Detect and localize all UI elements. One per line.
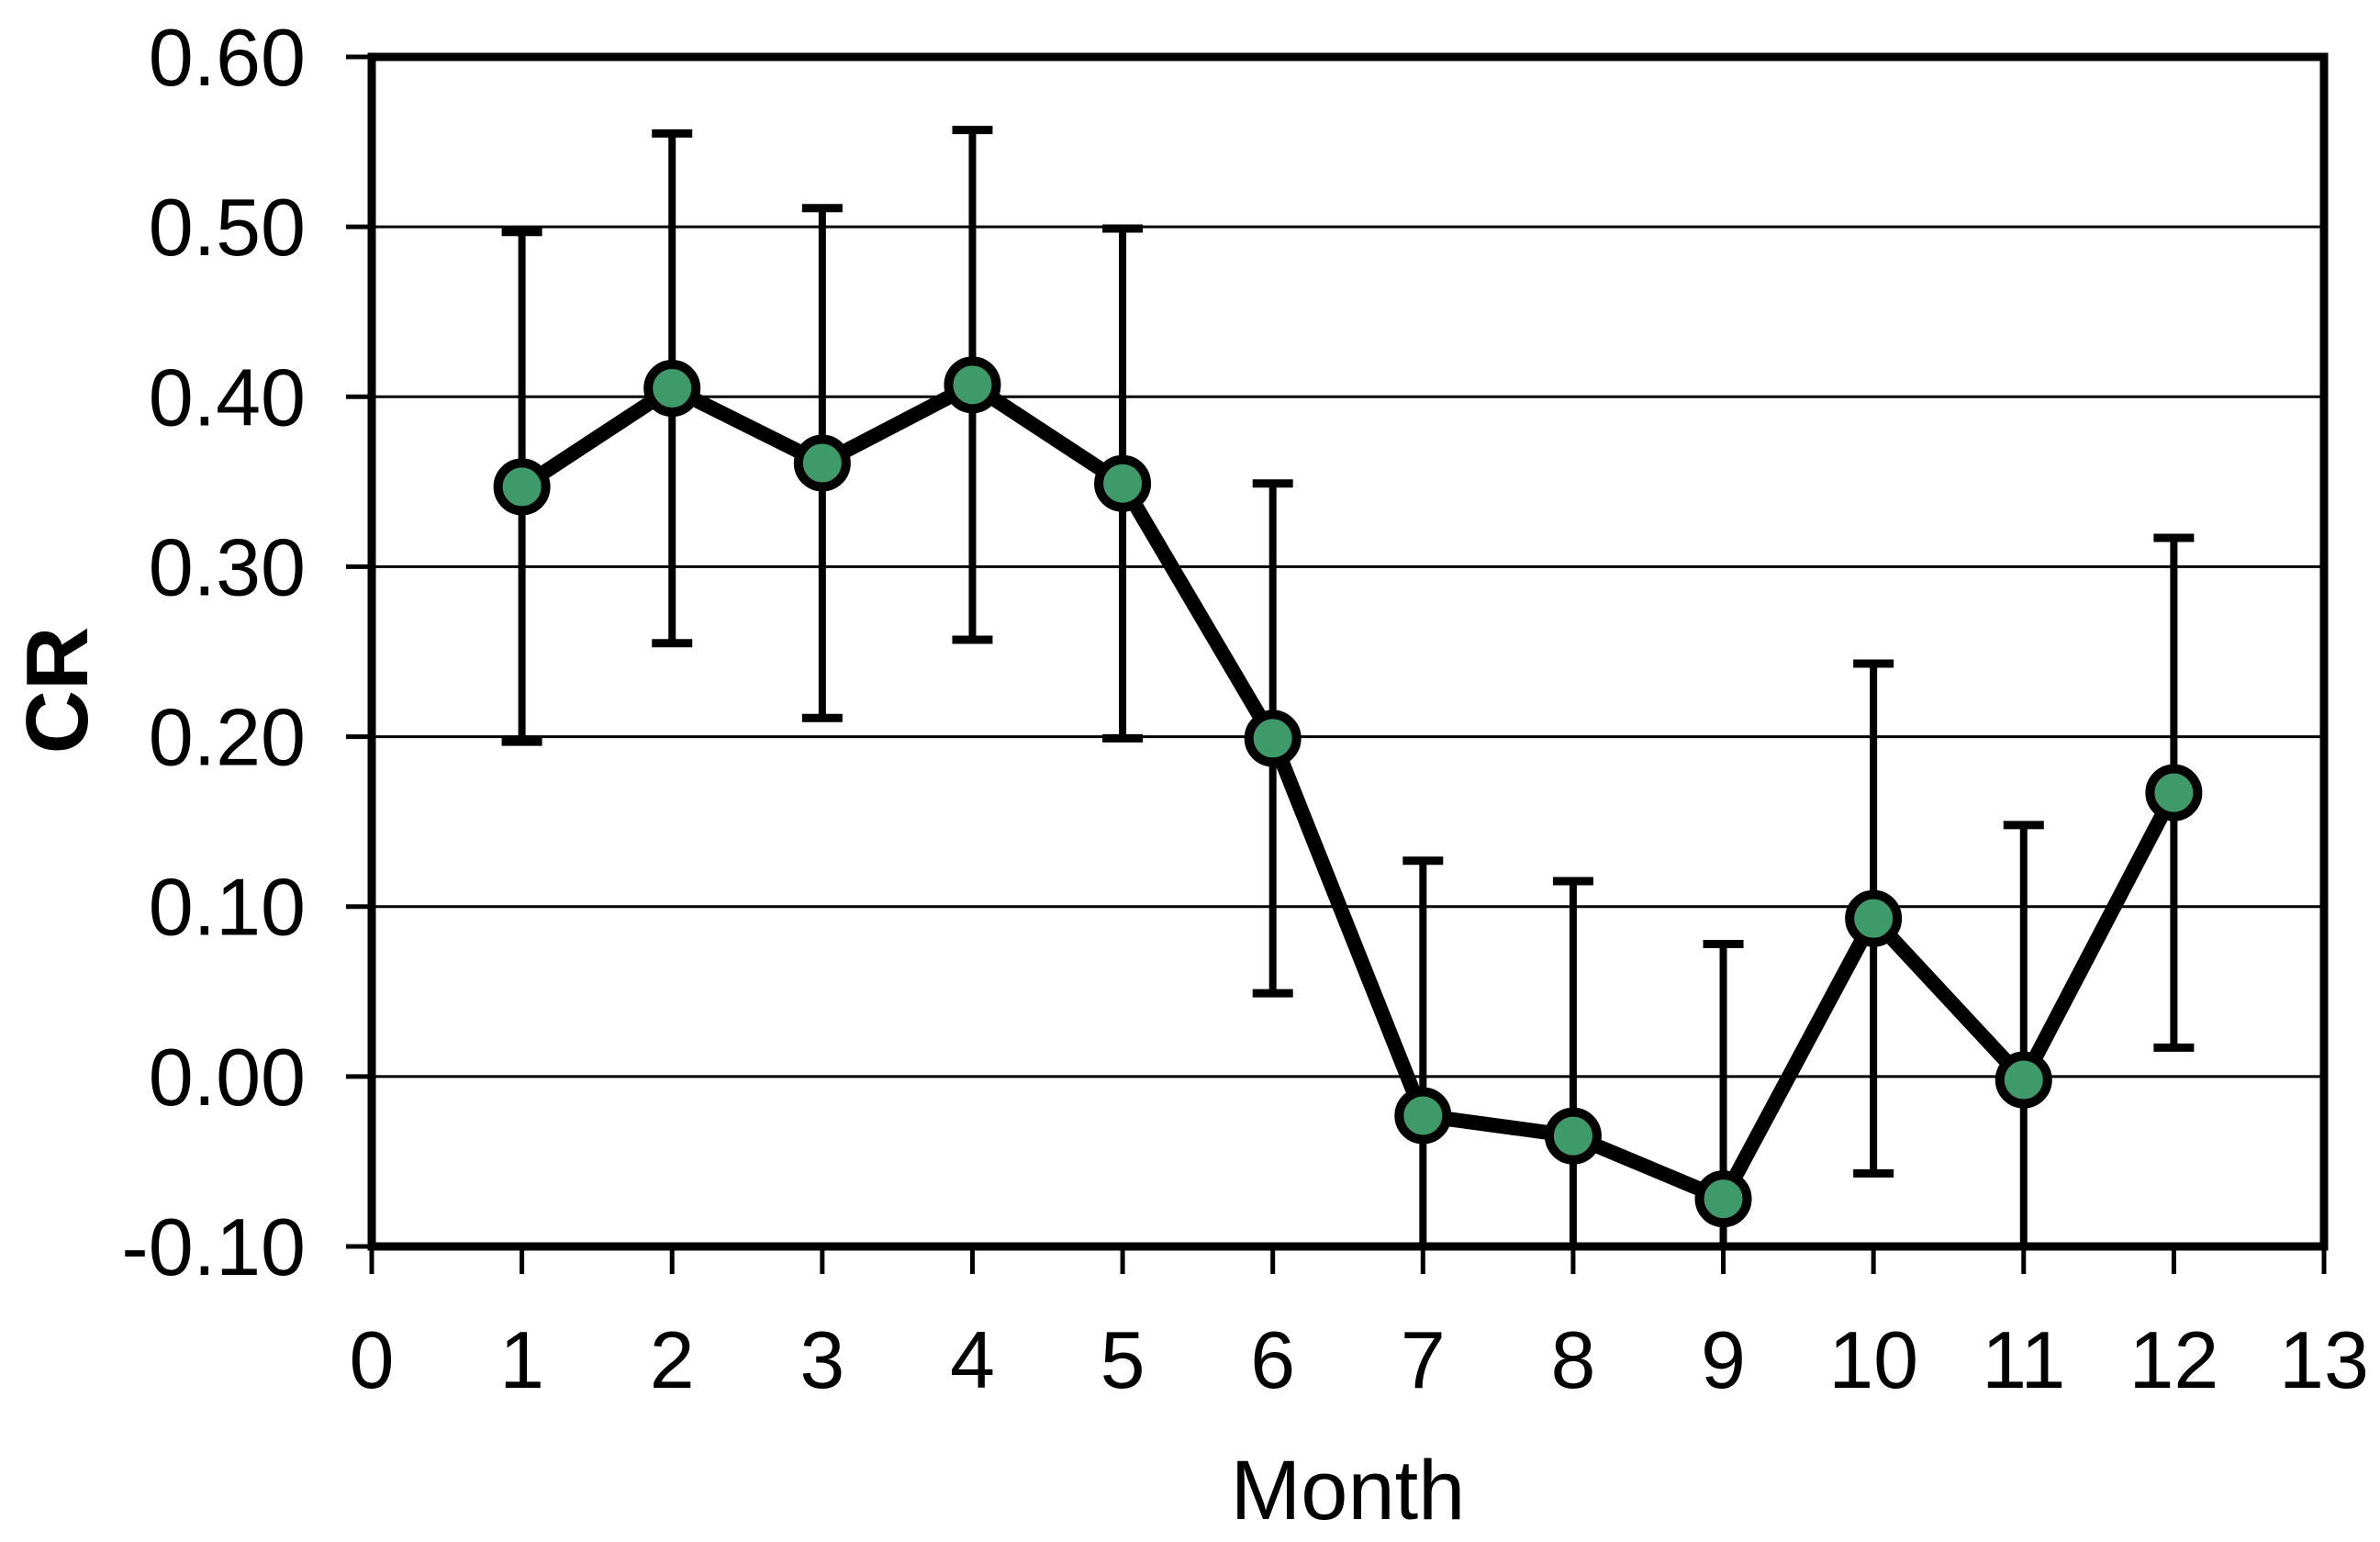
y-axis-title: CR xyxy=(8,627,106,754)
y-tick-label: 0.10 xyxy=(149,862,306,953)
data-point-month-10 xyxy=(1845,889,1903,947)
y-tick-label: -0.10 xyxy=(121,1201,306,1292)
y-tick-label: 0.40 xyxy=(149,352,306,442)
plot-border xyxy=(367,52,2329,1251)
x-tick-label: 11 xyxy=(1982,1314,2065,1405)
data-point-month-5 xyxy=(1094,454,1152,512)
data-point-month-7 xyxy=(1394,1087,1452,1145)
data-point-month-12 xyxy=(2145,764,2203,821)
y-gridlines xyxy=(372,225,2324,1078)
axis-ticks xyxy=(346,54,2327,1274)
x-tick-label: 9 xyxy=(1701,1314,1746,1405)
data-point-month-2 xyxy=(643,360,701,418)
data-point-month-3 xyxy=(793,434,851,492)
y-tick-label: 0.30 xyxy=(149,521,306,612)
x-tick-label: 7 xyxy=(1401,1314,1446,1405)
data-point-markers xyxy=(493,356,2203,1228)
data-point-month-4 xyxy=(944,356,1001,414)
error-bar-month-8 xyxy=(1552,877,1593,1246)
x-tick-label: 4 xyxy=(950,1314,995,1405)
error-bar-month-11 xyxy=(2003,821,2044,1246)
x-tick-label: 10 xyxy=(1828,1314,1918,1405)
x-tick-label: 8 xyxy=(1550,1314,1595,1405)
x-tick-label: 12 xyxy=(2129,1314,2218,1405)
x-tick-label: 5 xyxy=(1101,1314,1145,1405)
x-tick-label: 6 xyxy=(1250,1314,1295,1405)
error-bar-month-7 xyxy=(1402,856,1444,1246)
error-bars xyxy=(501,126,2195,1246)
data-point-month-8 xyxy=(1544,1107,1602,1165)
data-point-month-6 xyxy=(1244,710,1302,767)
x-tick-label: 13 xyxy=(2279,1314,2369,1405)
plot-frame xyxy=(367,52,2329,1251)
x-tick-label: 0 xyxy=(350,1314,395,1405)
axis-tick-labels: 0.600.500.400.300.200.100.00-0.100 1 2 3 4 5 6… xyxy=(121,12,2369,1405)
y-tick-label: 0.00 xyxy=(149,1032,306,1123)
data-point-month-11 xyxy=(1995,1051,2052,1109)
data-point-month-9 xyxy=(1694,1170,1752,1228)
x-axis-title: Month xyxy=(1231,1444,1466,1537)
x-tick-label: 2 xyxy=(650,1314,695,1405)
y-tick-label: 0.50 xyxy=(149,182,306,273)
x-tick-label: 1 xyxy=(499,1314,544,1405)
data-point-month-1 xyxy=(493,458,551,516)
y-tick-label: 0.60 xyxy=(149,12,306,103)
y-tick-label: 0.20 xyxy=(149,692,306,783)
x-tick-label: 3 xyxy=(799,1314,844,1405)
